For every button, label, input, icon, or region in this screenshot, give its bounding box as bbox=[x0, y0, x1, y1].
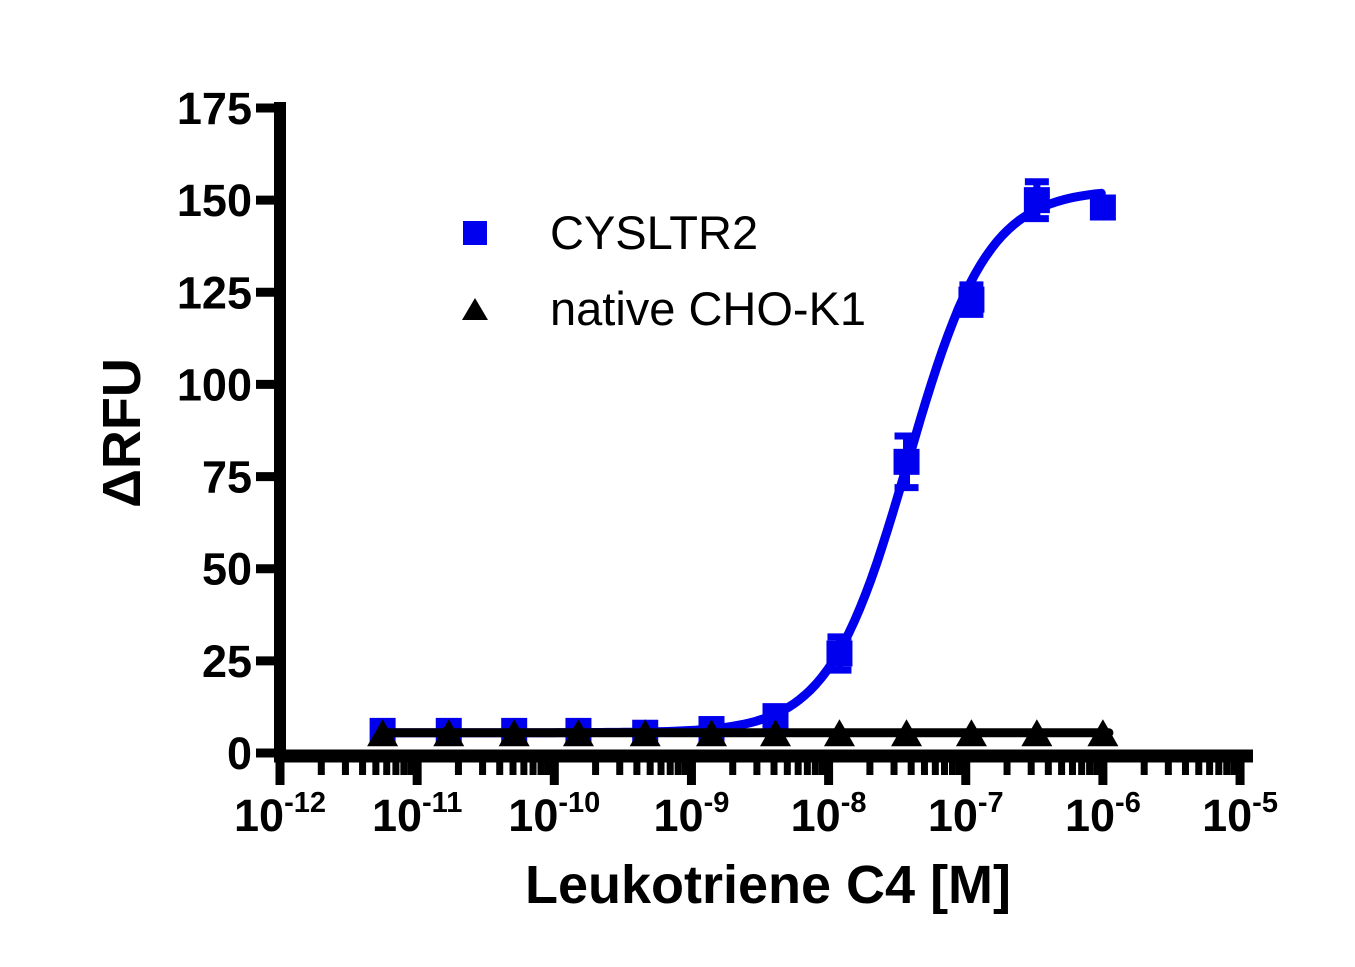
data-point-marker bbox=[498, 719, 530, 747]
dose-response-figure: 0 25 50 75 100 125 150 175 10-12 10-11 10-10 10-9 10… bbox=[40, 16, 1355, 951]
x-axis-title: Leukotriene C4 [M] bbox=[525, 855, 1011, 915]
x-tick-label: 10-11 bbox=[372, 787, 462, 841]
legend-label: native CHO-K1 bbox=[550, 282, 866, 335]
data-point-marker bbox=[562, 719, 594, 747]
y-tick-label: 25 bbox=[202, 636, 252, 687]
y-tick-label: 50 bbox=[202, 544, 252, 595]
y-axis-ticks: 0 25 50 75 100 125 150 175 bbox=[177, 83, 275, 779]
data-point-marker bbox=[367, 719, 399, 747]
data-point-marker bbox=[958, 286, 985, 313]
x-tick-label: 10-12 bbox=[234, 787, 326, 841]
x-tick-label: 10-10 bbox=[508, 787, 600, 841]
data-point-marker bbox=[1087, 719, 1119, 747]
x-tick-label: 10-7 bbox=[928, 787, 1004, 841]
legend-label: CYSLTR2 bbox=[550, 206, 758, 259]
fit-curve bbox=[378, 188, 1106, 738]
data-point-marker bbox=[1089, 194, 1116, 221]
data-point-marker bbox=[759, 719, 791, 747]
data-point-marker bbox=[695, 719, 727, 747]
y-tick-label: 75 bbox=[202, 452, 252, 503]
legend-swatch-triangle bbox=[462, 298, 488, 320]
data-point-marker bbox=[1023, 187, 1050, 214]
y-tick-label: 125 bbox=[177, 267, 252, 318]
x-tick-label: 10-6 bbox=[1065, 787, 1141, 841]
x-axis-ticks: 10-12 10-11 10-10 10-9 10-8 10-7 10-6 10-5 bbox=[234, 756, 1278, 841]
data-point-marker bbox=[1021, 719, 1053, 747]
legend-item: CYSLTR2 bbox=[463, 206, 758, 259]
legend-item: native CHO-K1 bbox=[462, 282, 866, 335]
data-point-marker bbox=[893, 448, 920, 475]
legend: CYSLTR2 native CHO-K1 bbox=[462, 206, 866, 335]
data-point-marker bbox=[955, 719, 987, 747]
legend-swatch-square bbox=[463, 221, 487, 245]
x-tick-label: 10-5 bbox=[1202, 787, 1278, 841]
data-point-marker bbox=[433, 719, 465, 747]
series-native-cho-k1 bbox=[367, 719, 1119, 747]
x-axis-minor-ticks bbox=[317, 756, 1238, 775]
y-tick-label: 175 bbox=[177, 83, 252, 134]
y-tick-label: 0 bbox=[227, 728, 252, 779]
series-cysltr2 bbox=[369, 178, 1116, 746]
data-point-marker bbox=[629, 719, 661, 747]
y-tick-label: 100 bbox=[177, 359, 252, 410]
y-axis-title: ΔRFU bbox=[92, 358, 152, 508]
y-tick-label: 150 bbox=[177, 175, 252, 226]
data-point-marker bbox=[891, 719, 923, 747]
data-point-marker bbox=[823, 719, 855, 747]
x-tick-label: 10-9 bbox=[654, 787, 730, 841]
x-tick-label: 10-8 bbox=[791, 787, 867, 841]
data-point-marker bbox=[826, 640, 853, 667]
